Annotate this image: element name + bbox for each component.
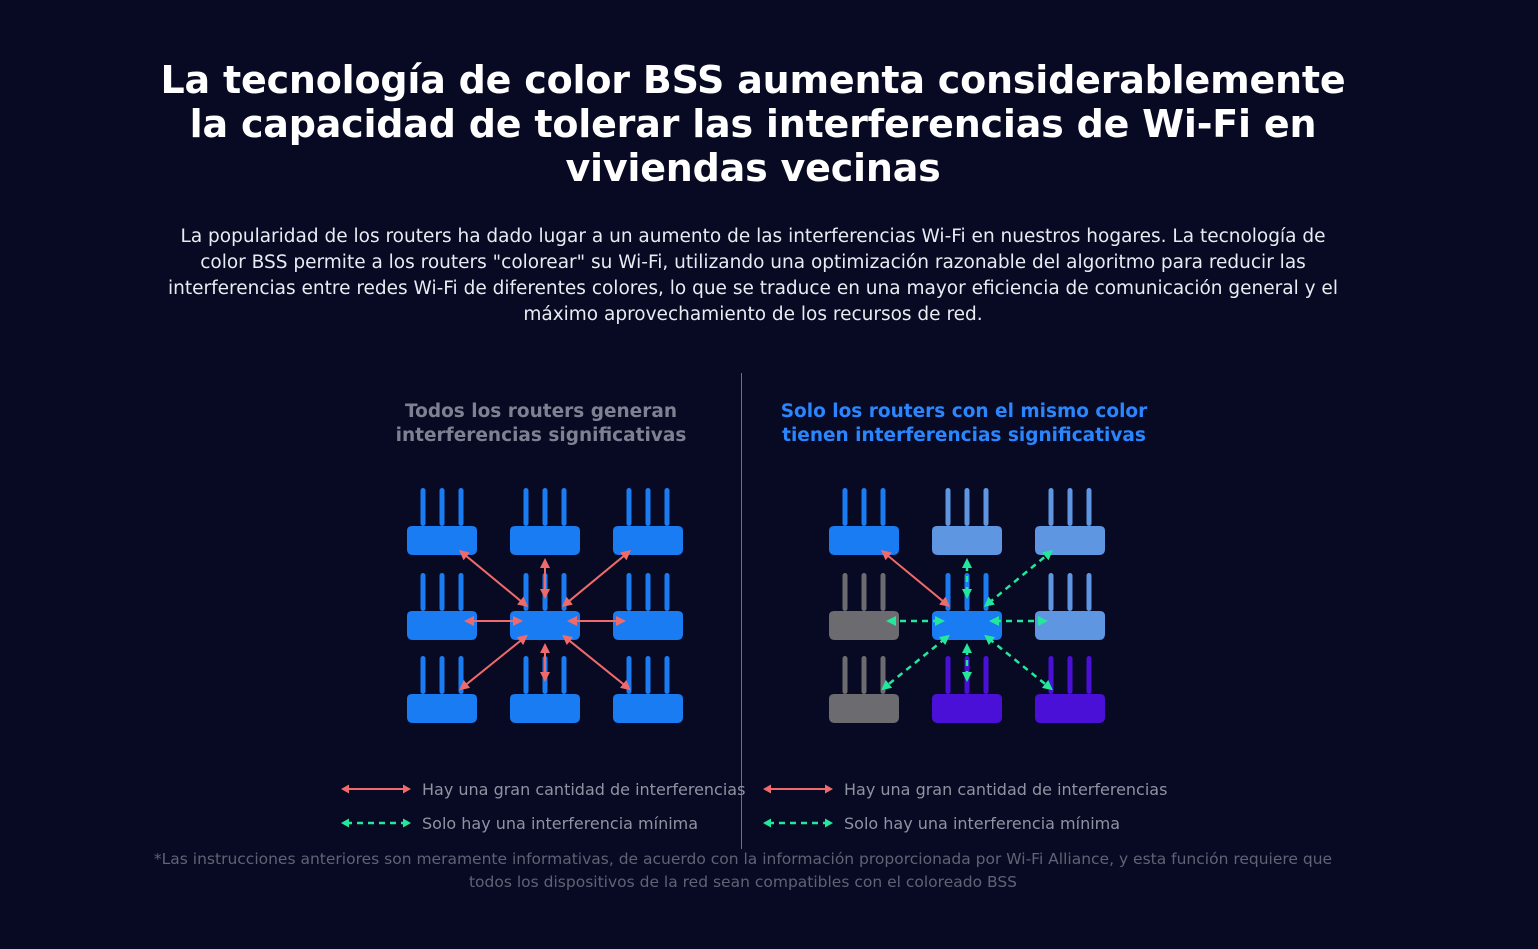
router-icon: [829, 573, 899, 640]
intro-paragraph: La popularidad de los routers ha dado lu…: [168, 226, 1338, 325]
high-interference-arrow: [464, 616, 523, 626]
router-icon: [613, 656, 683, 723]
router-icon: [1035, 573, 1105, 640]
high-interference-arrow: [562, 634, 631, 691]
low-interference-arrow: [962, 558, 972, 599]
high-interference-arrow: [458, 550, 529, 607]
router-icon: [829, 488, 899, 555]
footnote: *Las instrucciones anteriores son merame…: [153, 850, 1333, 891]
router-icon: [407, 488, 477, 555]
left-legend: Hay una gran cantidad de interferencias …: [340, 776, 745, 844]
headline: La tecnología de color BSS aumenta consi…: [160, 58, 1346, 190]
right-legend: Hay una gran cantidad de interferencias …: [762, 776, 1167, 844]
green-dashed-double-arrow-icon: [763, 818, 833, 828]
router-icon: [613, 488, 683, 555]
legend-high-row: Hay una gran cantidad de interferencias: [762, 776, 1167, 802]
red-double-arrow-icon: [341, 784, 411, 794]
router-icon: [932, 656, 1002, 723]
legend-high-label: Hay una gran cantidad de interferencias: [422, 779, 746, 799]
red-double-arrow-icon: [763, 784, 833, 794]
low-interference-arrow: [989, 616, 1048, 626]
low-interference-arrow: [984, 634, 1053, 691]
high-interference-arrow: [880, 550, 951, 607]
high-interference-arrow: [459, 634, 528, 691]
router-icon: [407, 656, 477, 723]
panel-divider: [741, 373, 742, 849]
legend-low-row: Solo hay una interferencia mínima: [340, 810, 745, 836]
router-icon: [613, 573, 683, 640]
high-interference-arrow: [567, 616, 626, 626]
high-interference-arrow: [540, 643, 550, 682]
legend-low-row: Solo hay una interferencia mínima: [762, 810, 1167, 836]
high-interference-arrow: [561, 550, 632, 607]
right-panel-title: Solo los routers con el mismo color tien…: [780, 401, 1148, 446]
left-panel-title: Todos los routers generan interferencias…: [395, 401, 687, 446]
low-interference-arrow: [962, 643, 972, 682]
low-interference-arrow: [886, 616, 945, 626]
legend-low-label: Solo hay una interferencia mínima: [422, 813, 699, 833]
low-interference-arrow: [983, 550, 1054, 607]
legend-low-label: Solo hay una interferencia mínima: [844, 813, 1121, 833]
right-interference-diagram: [829, 488, 1105, 723]
low-interference-arrow: [881, 634, 950, 691]
router-icon: [1035, 488, 1105, 555]
router-icon: [932, 488, 1002, 555]
legend-high-label: Hay una gran cantidad de interferencias: [844, 779, 1168, 799]
left-interference-diagram: [407, 488, 683, 723]
legend-high-row: Hay una gran cantidad de interferencias: [340, 776, 745, 802]
green-dashed-double-arrow-icon: [341, 818, 411, 828]
router-icon: [510, 656, 580, 723]
high-interference-arrow: [540, 558, 550, 599]
router-icon: [407, 573, 477, 640]
router-icon: [829, 656, 899, 723]
router-icon: [510, 488, 580, 555]
router-icon: [1035, 656, 1105, 723]
router-icon: [932, 573, 1002, 640]
